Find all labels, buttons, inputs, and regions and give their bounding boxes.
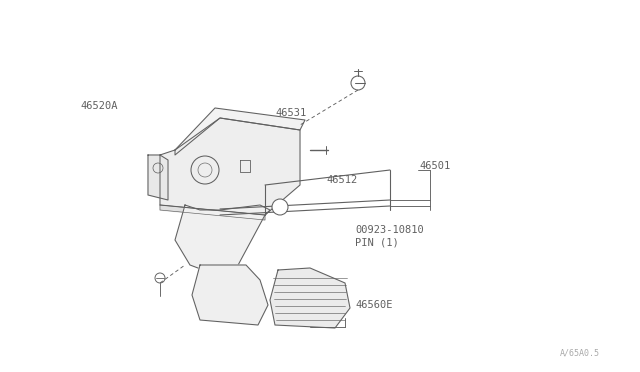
Text: A/65A0.5: A/65A0.5 <box>560 349 600 358</box>
Text: 46531: 46531 <box>275 108 307 118</box>
Polygon shape <box>270 268 350 328</box>
Polygon shape <box>175 108 305 155</box>
Text: 46520A: 46520A <box>80 101 118 111</box>
Polygon shape <box>160 205 265 220</box>
Text: 46501: 46501 <box>419 161 451 170</box>
Text: 00923-10810
PIN (1): 00923-10810 PIN (1) <box>355 225 424 248</box>
Polygon shape <box>160 118 300 215</box>
Circle shape <box>272 199 288 215</box>
Polygon shape <box>175 205 270 280</box>
Polygon shape <box>148 155 168 200</box>
Text: 46560E: 46560E <box>355 300 393 310</box>
Text: 46512: 46512 <box>327 176 358 185</box>
Polygon shape <box>192 265 268 325</box>
